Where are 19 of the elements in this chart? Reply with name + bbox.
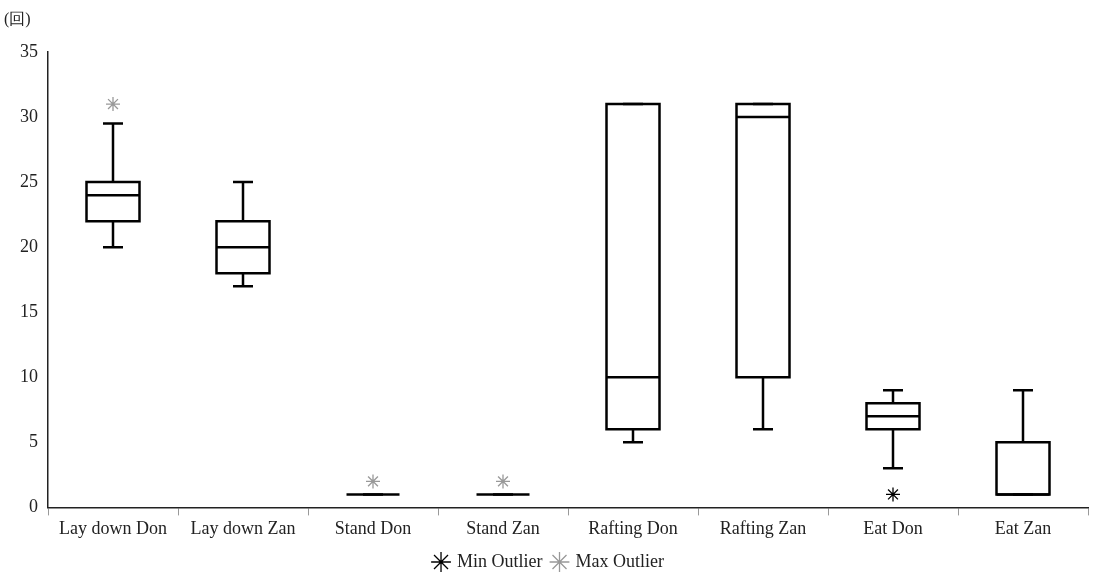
y-tick-label: 20 <box>20 235 38 256</box>
x-tick-label: Rafting Don <box>588 517 678 538</box>
y-tick-label: 15 <box>20 300 38 321</box>
x-tick-label: Rafting Zan <box>719 517 807 538</box>
y-axis-title: (回) <box>4 10 31 29</box>
x-tick-label: Stand Don <box>334 517 412 538</box>
y-tick-label: 5 <box>29 431 38 452</box>
x-tick-label: Eat Zan <box>994 517 1052 538</box>
x-tick-label: Eat Don <box>863 517 923 538</box>
y-tick-label: 10 <box>20 366 38 387</box>
y-tick-label: 35 <box>20 40 38 61</box>
x-tick-label: Lay down Zan <box>190 517 296 538</box>
y-tick-label: 30 <box>20 105 38 126</box>
y-tick-label: 25 <box>20 170 38 191</box>
x-tick-label: Stand Zan <box>466 517 540 538</box>
legend-label: Min Outlier <box>457 550 543 571</box>
x-tick-label: Lay down Don <box>59 517 167 538</box>
y-tick-label: 0 <box>29 496 38 517</box>
legend-label: Max Outlier <box>575 550 664 571</box>
